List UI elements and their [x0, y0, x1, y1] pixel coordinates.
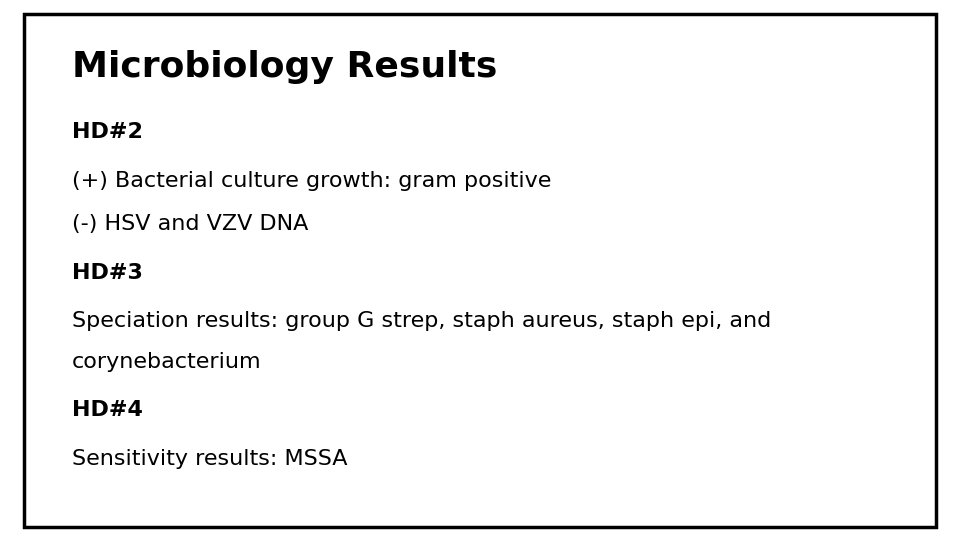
FancyBboxPatch shape [24, 14, 936, 526]
Text: Speciation results: group G strep, staph aureus, staph epi, and: Speciation results: group G strep, staph… [72, 311, 771, 332]
Text: Sensitivity results: MSSA: Sensitivity results: MSSA [72, 449, 348, 469]
Text: (-) HSV and VZV DNA: (-) HSV and VZV DNA [72, 214, 308, 234]
Text: HD#2: HD#2 [72, 122, 143, 143]
Text: HD#3: HD#3 [72, 262, 143, 283]
Text: (+) Bacterial culture growth: gram positive: (+) Bacterial culture growth: gram posit… [72, 171, 551, 191]
Text: Microbiology Results: Microbiology Results [72, 51, 497, 84]
Text: HD#4: HD#4 [72, 400, 143, 421]
Text: corynebacterium: corynebacterium [72, 352, 262, 372]
